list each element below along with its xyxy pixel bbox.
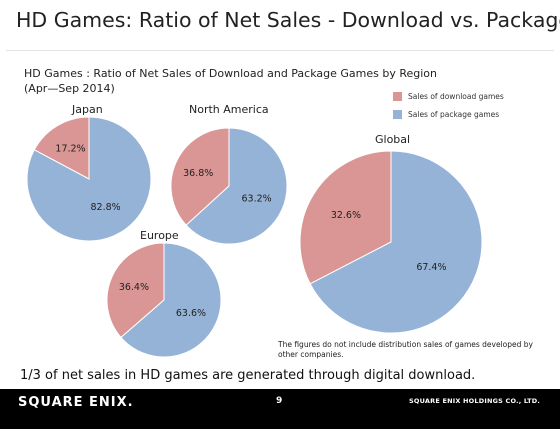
- pie-slice-north-america-package: [185, 127, 288, 245]
- chart-subtitle: HD Games : Ratio of Net Sales of Downloa…: [24, 66, 437, 96]
- footer-bar: SQUARE ENIX. 9 SQUARE ENIX HOLDINGS CO.,…: [0, 389, 560, 429]
- legend-label-download: Sales of download games: [408, 91, 504, 101]
- pie-slice-europe-download: [106, 242, 165, 339]
- pie-slice-north-america-download: [170, 127, 230, 226]
- summary-text: 1/3 of net sales in HD games are generat…: [20, 368, 476, 383]
- legend-swatch-package: [393, 109, 402, 119]
- pie-slice-global-download: [299, 150, 392, 285]
- legend: Sales of download games Sales of package…: [393, 90, 504, 126]
- subtitle-line-2: (Apr—Sep 2014): [24, 82, 115, 95]
- company-name: SQUARE ENIX HOLDINGS CO., LTD.: [409, 397, 540, 405]
- legend-label-package: Sales of package games: [408, 109, 500, 119]
- pie-slice-japan-package: [26, 116, 152, 242]
- pie-title-europe: Europe: [140, 229, 179, 242]
- pie-label-north-america-package: 63.2%: [242, 194, 272, 205]
- legend-item-package: Sales of package games: [393, 108, 504, 120]
- pie-label-japan-package: 82.8%: [90, 202, 120, 213]
- pie-label-global-download: 32.6%: [331, 210, 361, 221]
- pie-label-global-package: 67.4%: [416, 262, 446, 273]
- pie-title-global: Global: [375, 133, 411, 146]
- subtitle-line-1: HD Games : Ratio of Net Sales of Downloa…: [24, 67, 438, 80]
- pie-label-japan-download: 17.2%: [55, 144, 85, 155]
- brand-logo: SQUARE ENIX.: [18, 395, 134, 410]
- pie-slice-global-package: [309, 150, 483, 334]
- pie-label-europe-download: 36.4%: [119, 282, 149, 293]
- title-divider: [6, 50, 554, 51]
- pie-label-north-america-download: 36.8%: [183, 168, 213, 179]
- legend-item-download: Sales of download games: [393, 90, 504, 102]
- footnote: The figures do not include distribution …: [278, 340, 533, 359]
- page-number: 9: [276, 396, 283, 406]
- pie-label-europe-package: 63.6%: [176, 308, 206, 319]
- pie-title-north-america: North America: [189, 103, 269, 116]
- pie-title-japan: Japan: [72, 103, 103, 116]
- pie-slice-japan-download: [33, 116, 90, 180]
- pie-slice-europe-package: [120, 242, 222, 358]
- legend-swatch-download: [393, 91, 402, 101]
- slide-title: HD Games: Ratio of Net Sales - Download …: [16, 8, 560, 32]
